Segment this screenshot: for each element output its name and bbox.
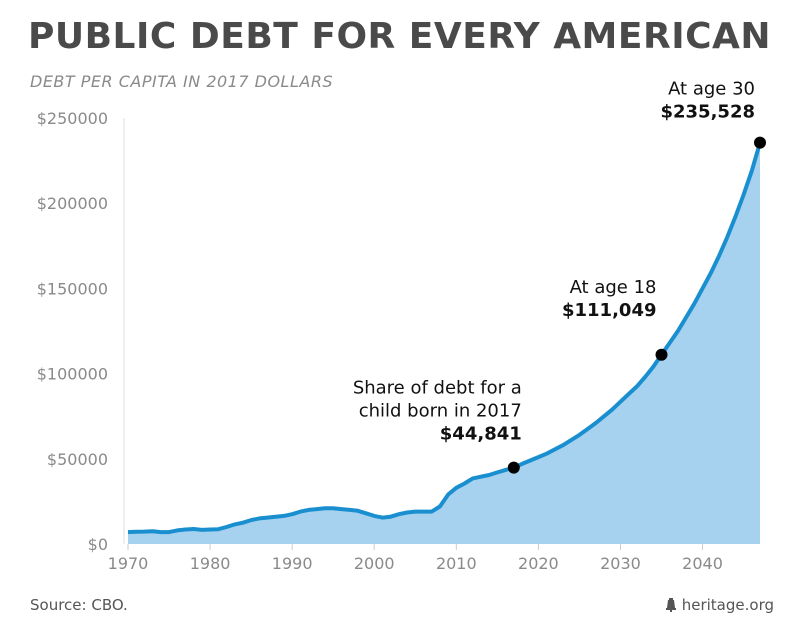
chart-area: $0 $50000 $100000 $150000 $200000 $250000 197… [37, 79, 766, 573]
y-tick-label: $0 [88, 535, 108, 554]
x-tick-label: 2040 [682, 554, 723, 573]
source-note: Source: CBO. [30, 596, 128, 614]
chart-title: PUBLIC DEBT FOR EVERY AMERICAN [28, 16, 771, 57]
annotation-value: $235,528 [660, 102, 755, 123]
x-tick-label: 2020 [518, 554, 559, 573]
y-tick-label: $50000 [47, 450, 108, 469]
debt-line [127, 142, 762, 535]
x-tick-label: 2030 [600, 554, 641, 573]
y-tick-label: $150000 [37, 279, 108, 298]
liberty-bell-icon [665, 598, 676, 612]
x-tick-label: 1970 [108, 554, 149, 573]
annotation-value: $111,049 [562, 300, 657, 321]
annotation-label: Share of debt for a [353, 378, 522, 399]
annotation-marker [754, 136, 766, 149]
x-tick-label: 1980 [190, 554, 231, 573]
x-tick-label: 2010 [436, 554, 477, 573]
debt-area-fill [128, 142, 760, 544]
x-tick-label: 2000 [354, 554, 395, 573]
x-tick-label: 1990 [272, 554, 313, 573]
annotation-label: child born in 2017 [359, 401, 522, 422]
chart-subtitle: DEBT PER CAPITA IN 2017 DOLLARS [30, 72, 334, 91]
annotation-label: At age 30 [668, 79, 755, 100]
y-tick-label: $100000 [37, 365, 108, 384]
annotation-marker [507, 461, 520, 474]
brand-label: heritage.org [681, 596, 774, 614]
annotation-label: At age 18 [570, 277, 657, 298]
annotation-value: $44,841 [440, 424, 522, 445]
y-tick-label: $200000 [37, 194, 108, 213]
brand-footer: heritage.org [665, 596, 774, 614]
annotation-marker [655, 348, 668, 361]
y-tick-label: $250000 [37, 109, 108, 128]
